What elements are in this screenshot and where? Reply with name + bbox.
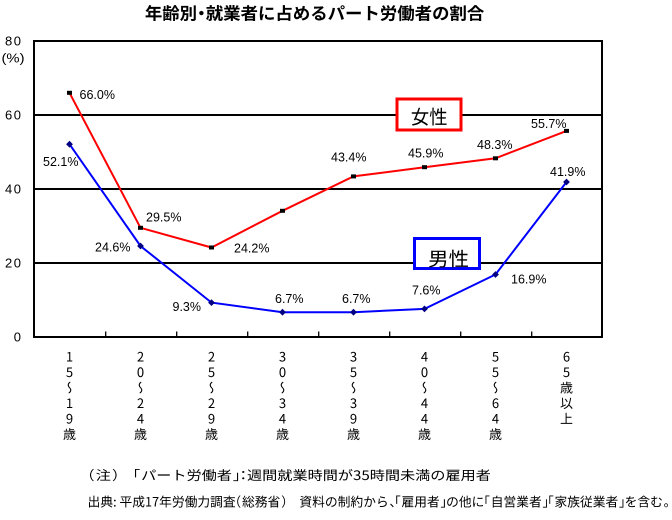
svg-text:7.6%: 7.6%	[412, 284, 441, 298]
svg-text:24.2%: 24.2%	[234, 242, 269, 256]
svg-text:(%): (%)	[2, 51, 25, 66]
svg-text:80: 80	[5, 34, 22, 49]
svg-text:0: 0	[14, 330, 23, 345]
svg-text:48.3%: 48.3%	[477, 138, 512, 152]
svg-text:40: 40	[5, 182, 22, 197]
svg-text:29.5%: 29.5%	[146, 211, 181, 225]
svg-text:45.9%: 45.9%	[408, 147, 443, 161]
svg-text:9.3%: 9.3%	[173, 300, 202, 314]
svg-text:43.4%: 43.4%	[331, 151, 366, 165]
svg-text:24.6%: 24.6%	[95, 241, 130, 255]
svg-text:60: 60	[5, 108, 22, 123]
svg-text:6.7%: 6.7%	[342, 292, 371, 306]
svg-text:20: 20	[5, 256, 22, 271]
svg-text:41.9%: 41.9%	[550, 165, 585, 179]
svg-text:52.1%: 52.1%	[43, 155, 78, 169]
svg-text:55.7%: 55.7%	[531, 117, 566, 131]
svg-text:16.9%: 16.9%	[511, 273, 546, 287]
svg-text:66.0%: 66.0%	[80, 88, 115, 102]
svg-text:6.7%: 6.7%	[275, 292, 304, 306]
